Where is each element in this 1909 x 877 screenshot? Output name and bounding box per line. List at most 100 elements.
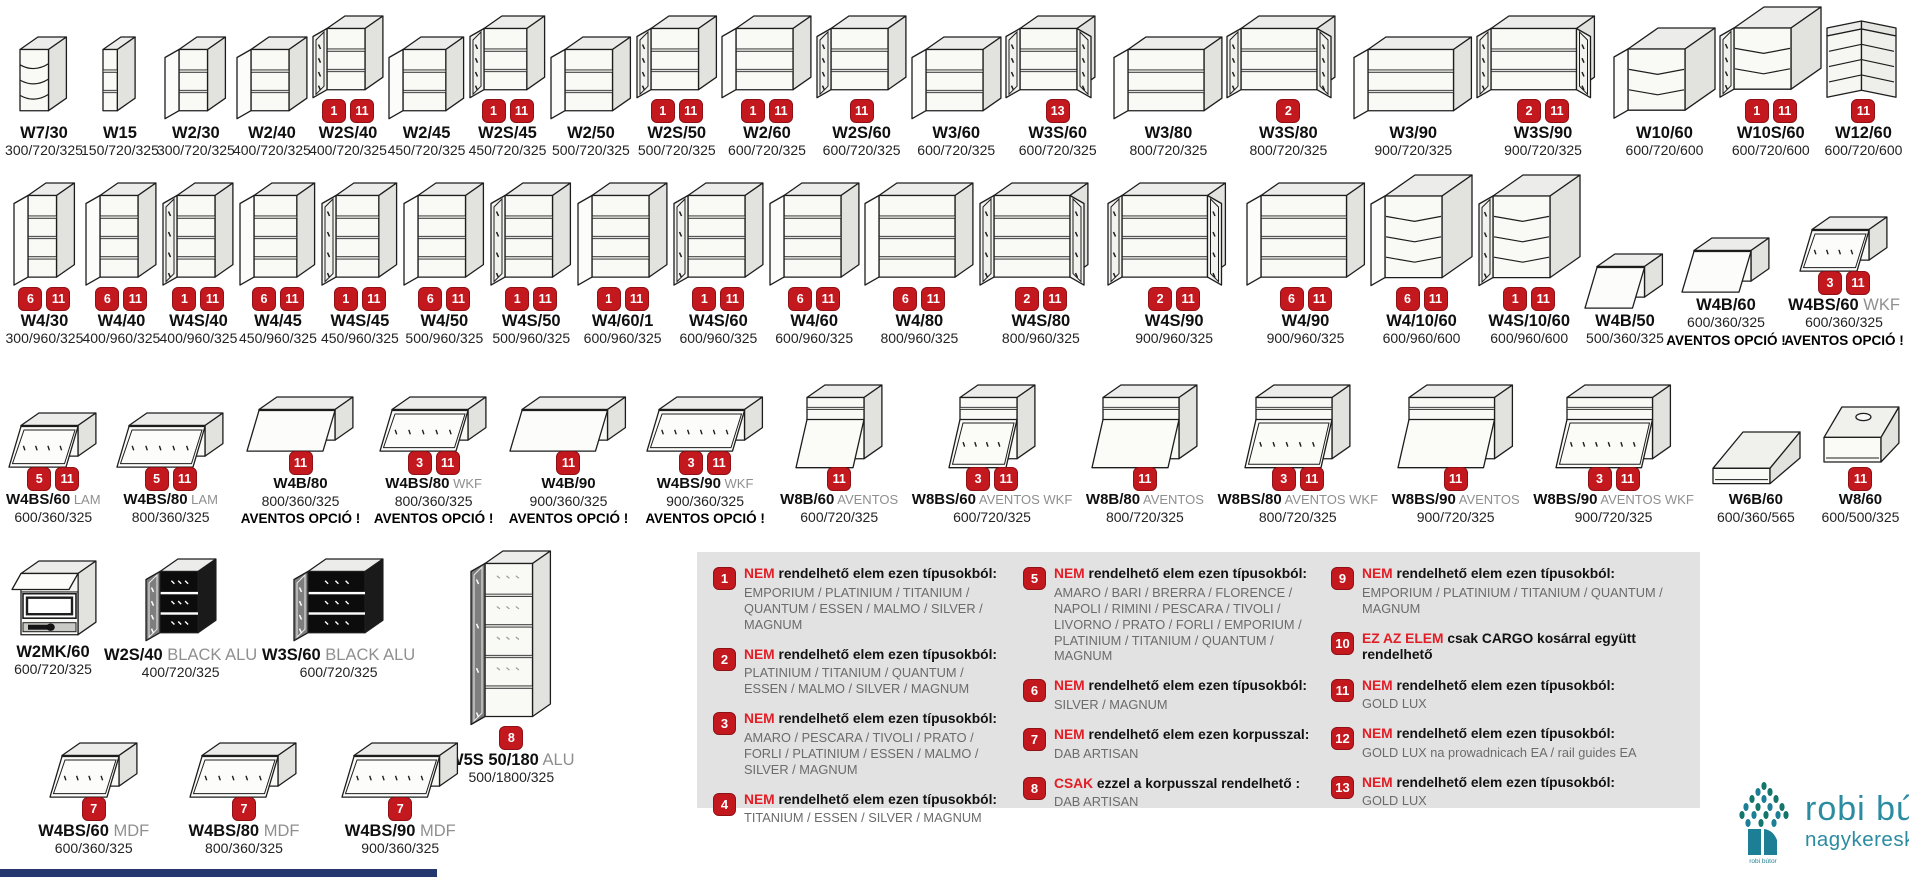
badge-row: 6 11: [1394, 287, 1450, 311]
footnote-badge-11: 11: [350, 99, 374, 123]
cabinet-w2s-40: 1 11 W2S/40 400/720/325: [309, 13, 387, 160]
footnote-badge-10: 10: [1331, 631, 1354, 655]
footnote-badge-2: 2: [1148, 287, 1173, 311]
footnote-badge-7: 7: [388, 797, 413, 821]
cabinet-code: W3S/90: [1513, 124, 1573, 142]
cabinet-drawing: [1582, 251, 1667, 312]
cabinet-drawing: [1797, 214, 1891, 275]
footnote-badge-11: 11: [1772, 99, 1797, 123]
cabinet-code: W4BS/60 MDF: [38, 822, 150, 840]
note-detail: AMARO / BARI / BRERRA / FLORENCE / NAPOL…: [1054, 584, 1302, 664]
legend-note-7: 7 NEM rendelhető elem ezen korpusszal: DAB…: [1023, 727, 1317, 762]
logo-tree-icon: robi bútor: [1739, 782, 1789, 864]
cabinet-dimensions: 150/720/325: [81, 142, 159, 159]
note-detail: DAB ARTISAN: [1054, 794, 1139, 810]
footnote-badge-11: 11: [1615, 467, 1640, 491]
cabinet-drawing: [1552, 382, 1675, 471]
cabinet-dimensions: 600/360/565: [1716, 508, 1795, 525]
footnote-badge-11: 11: [1423, 287, 1448, 311]
footnote-badge-6: 6: [788, 287, 813, 311]
cabinet-code: W2MK/60: [16, 643, 90, 661]
note-text: NEM rendelhető elem ezen típusokból: AMAR…: [744, 711, 1009, 778]
legend-note-9: 9 NEM rendelhető elem ezen típusokból: EMP…: [1331, 566, 1683, 617]
legend-note-2: 2 NEM rendelhető elem ezen típusokból: PLA…: [713, 647, 1009, 698]
cabinet-w4s-10-60: 1 11 W4S/10/60 600/960/600: [1475, 172, 1583, 348]
badge-row: 2 11: [1146, 287, 1202, 311]
legend-note-4: 4 NEM rendelhető elem ezen típusokból: TIT…: [713, 792, 1009, 827]
cabinet-dimensions: 900/360/325: [666, 492, 744, 509]
cabinet-drawing: [1243, 180, 1369, 291]
badge-row: 7: [386, 797, 414, 821]
cabinet-drawing: [309, 13, 387, 103]
cabinet-code: W2/30: [172, 124, 220, 142]
cabinet-code: W4BS/80 WKF: [385, 475, 482, 492]
cabinet-w2-50: W2/50 500/720/325: [548, 34, 634, 160]
cabinet-code: W4/60/1: [591, 312, 654, 330]
badge-row: 1 11: [1501, 287, 1557, 311]
cabinet-drawing: [159, 180, 237, 291]
note-keyword: NEM: [744, 711, 775, 727]
cabinet-code: W8BS/60 AVENTOS WKF: [911, 491, 1073, 508]
cabinet-w3s-80: 2 W3S/80 800/720/325: [1225, 13, 1352, 160]
cabinet-w8bs-60-aventos-wkf: 3 11 W8BS/60 AVENTOS WKF 600/720/325: [911, 382, 1073, 526]
footnote-badge-3: 3: [966, 467, 991, 491]
cabinet-w4s-90: 2 11 W4S/90 900/960/325: [1105, 180, 1243, 348]
aventos-option-note: AVENTOS OPCIÓ !: [645, 511, 765, 527]
badge-row: 8: [497, 726, 525, 750]
badge-row: 2 11: [1013, 287, 1069, 311]
cabinet-code: W4B/90: [541, 475, 596, 492]
badge-row: 1 11: [1743, 99, 1799, 123]
cabinet-drawing: [244, 394, 357, 455]
cabinet-w15: W15 150/720/325: [81, 34, 159, 160]
note-text: NEM rendelhető elem ezen típusokból: GOLD…: [1362, 678, 1615, 713]
legend-note-1: 1 NEM rendelhető elem ezen típusokból: EMP…: [713, 566, 1009, 633]
cabinet-code: W4/10/60: [1386, 312, 1457, 330]
footnote-badge-3: 3: [407, 451, 432, 475]
cabinet-code: W3/90: [1389, 124, 1438, 142]
cabinet-w4-30: 6 11 W4/30 300/960/325: [6, 180, 83, 348]
cabinet-w3s-90: 2 11 W3S/90 900/720/325: [1475, 13, 1612, 160]
cabinet-w8b-60-aventos: 11 W8B/60 AVENTOS 600/720/325: [780, 382, 898, 526]
cabinet-dimensions: 450/960/325: [239, 330, 317, 347]
cabinet-code: W4/45: [254, 312, 302, 330]
cabinet-dimensions: 800/720/325: [1129, 142, 1208, 159]
note-text: NEM rendelhető elem ezen típusokból: GOLD…: [1362, 726, 1637, 761]
note-detail: GOLD LUX na prowadnicach EA / rail guide…: [1362, 744, 1637, 760]
cabinet-w4s-80: 2 11 W4S/80 800/960/325: [977, 180, 1105, 348]
cabinet-drawing: [1088, 382, 1201, 471]
note-detail: TITANIUM / ESSEN / SILVER / MAGNUM: [744, 810, 982, 826]
cabinet-dimensions: 600/720/325: [728, 142, 806, 159]
footnote-badge-11: 11: [1545, 99, 1569, 123]
footnote-badge-11: 11: [720, 287, 745, 311]
footnote-badge-1: 1: [333, 287, 358, 311]
note-keyword: EZ AZ ELEM: [1362, 630, 1444, 646]
cabinet-w2-40: W2/40 400/720/325: [233, 34, 311, 160]
cabinet-code: W2/40: [248, 124, 296, 142]
cabinet-code: W4BS/60 LAM: [6, 491, 101, 508]
cabinet-dimensions: 900/960/325: [1266, 330, 1345, 347]
cabinet-code: W3S/60: [1028, 124, 1088, 142]
badge-row: 6 11: [786, 287, 842, 311]
cabinet-code: W4S/45: [330, 312, 390, 330]
footnote-badge-1: 1: [740, 99, 765, 123]
badge-row: 1 11: [480, 99, 536, 123]
cabinet-drawing: [507, 394, 630, 455]
cabinet-drawing: [114, 410, 227, 471]
footnote-badge-11: 11: [994, 467, 1019, 491]
cabinet-dimensions: 800/720/325: [1105, 508, 1184, 525]
badge-row: 11: [554, 451, 582, 475]
cabinet-drawing: [377, 394, 490, 455]
note-keyword: NEM: [1362, 677, 1393, 693]
footnote-badge-11: 11: [55, 467, 80, 491]
cabinet-w3s-60: 13 W3S/60 600/720/325: [1004, 13, 1112, 160]
note-text: CSAK ezzel a korpusszal rendelhető : DAB …: [1054, 776, 1300, 811]
note-heading: NEM rendelhető elem ezen típusokból:: [1054, 566, 1307, 581]
cabinet-dimensions: 600/960/325: [679, 330, 758, 347]
footnote-badge-2: 2: [713, 647, 736, 671]
cabinet-w4b-50: W4B/50 500/360/325: [1583, 251, 1667, 348]
badge-row: 11: [1131, 467, 1159, 491]
badge-row: 11: [287, 451, 315, 475]
legend-note-12: 12 NEM rendelhető elem ezen típusokból: GO…: [1331, 726, 1683, 761]
footnote-badge-11: 11: [435, 451, 460, 475]
cabinet-w4b-80: 11 W4B/80 800/360/325 AVENTOS OPCIÓ !: [241, 394, 360, 526]
